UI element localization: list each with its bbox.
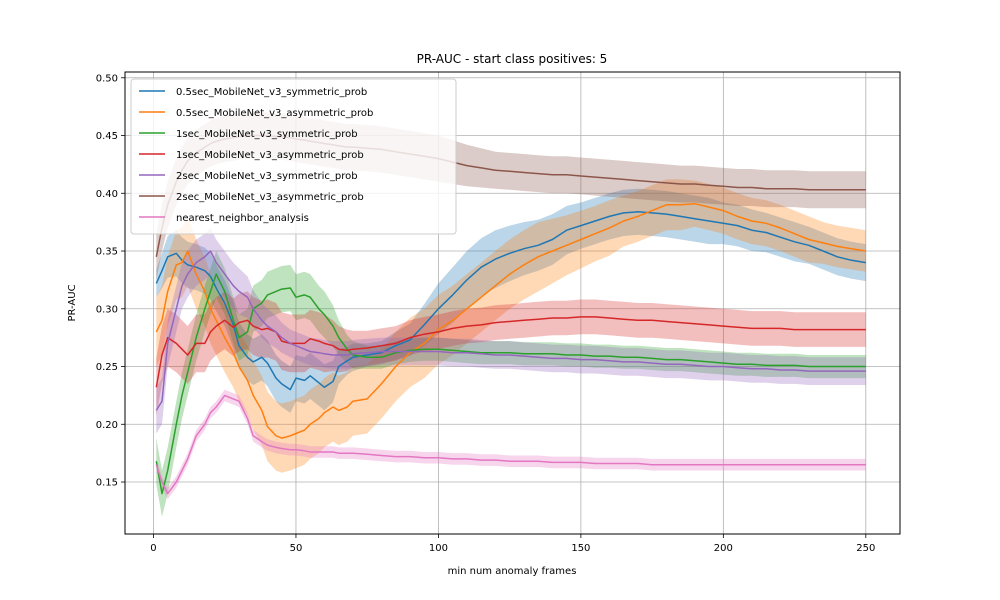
legend-box xyxy=(130,78,457,235)
chart-title: PR-AUC - start class positives: 5 xyxy=(417,52,608,66)
y-tick-label: 0.30 xyxy=(96,304,118,315)
band-series-6 xyxy=(156,389,866,500)
y-axis-label: PR-AUC xyxy=(67,284,78,321)
legend-label: 2sec_MobileNet_v3_symmetric_prob xyxy=(176,171,358,182)
x-tick-label: 0 xyxy=(150,543,156,554)
legend-label: 0.5sec_MobileNet_v3_symmetric_prob xyxy=(176,87,367,98)
legend-label: nearest_neighbor_analysis xyxy=(176,213,309,224)
legend: 0.5sec_MobileNet_v3_symmetric_prob 0.5sec… xyxy=(130,78,457,235)
x-tick-label: 250 xyxy=(856,543,875,554)
y-tick-label: 0.50 xyxy=(96,73,118,84)
legend-label: 1sec_MobileNet_v3_symmetric_prob xyxy=(176,129,358,140)
y-tick-label: 0.25 xyxy=(96,362,118,373)
x-tick-label: 50 xyxy=(290,543,303,554)
line-series-1 xyxy=(155,202,866,439)
line-series-0 xyxy=(155,211,866,391)
x-tick-label: 150 xyxy=(571,543,590,554)
x-tick-label: 100 xyxy=(429,543,448,554)
band-series-1 xyxy=(156,179,866,473)
line-series-4 xyxy=(155,250,866,411)
plot-area-frame xyxy=(124,71,901,535)
band-series-0 xyxy=(156,188,866,413)
line-series-6 xyxy=(155,394,866,495)
y-tick-label: 0.20 xyxy=(96,420,118,431)
legend-label: 1sec_MobileNet_v3_asymmetric_prob xyxy=(176,150,364,161)
line-series-2 xyxy=(155,273,866,495)
x-axis-label: min num anomaly frames xyxy=(448,566,577,577)
y-tick-label: 0.35 xyxy=(96,247,118,258)
band-series-2 xyxy=(156,251,866,517)
y-tick-label: 0.40 xyxy=(96,189,118,200)
line-series-3 xyxy=(155,316,866,388)
axis-ticks: 0 50 100 150 200 250 0.15 0.20 0.25 0.30 0.35 0.40 0… xyxy=(96,73,876,554)
legend-label: 2sec_MobileNet_v3_asymmetric_prob xyxy=(176,192,364,203)
legend-label: 0.5sec_MobileNet_v3_asymmetric_prob xyxy=(176,108,373,119)
y-tick-label: 0.15 xyxy=(96,478,118,489)
y-tick-label: 0.45 xyxy=(96,131,118,142)
x-tick-label: 200 xyxy=(714,543,733,554)
